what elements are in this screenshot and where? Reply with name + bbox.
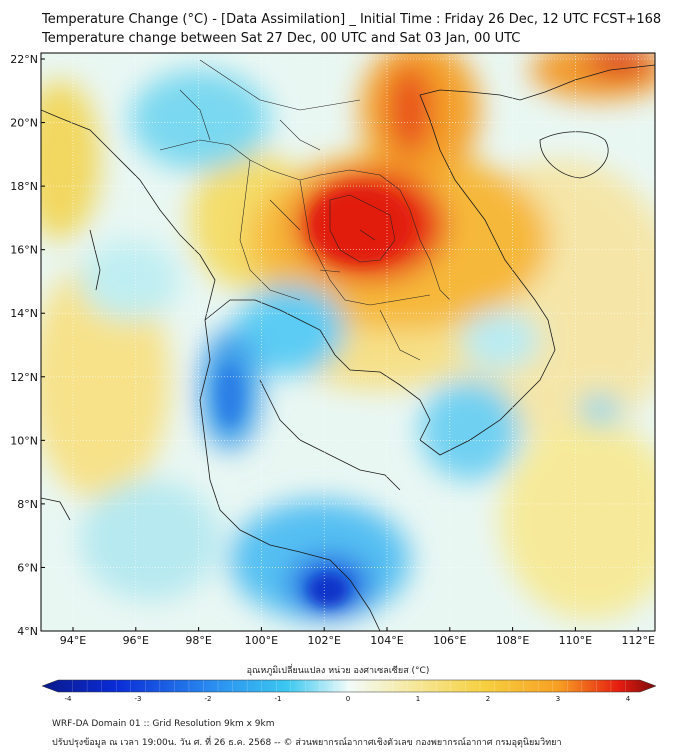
lat-tick-label: 18°N [10,180,38,193]
footer-model-info: WRF-DA Domain 01 :: Grid Resolution 9km … [52,719,275,729]
lon-tick-label: 112°E [621,634,654,647]
lon-tick-label: 100°E [245,634,278,647]
lat-tick-label: 22°N [10,53,38,66]
axis-labels: 22°N 20°N 18°N 16°N 14°N 12°N 10°N 8°N 6°N 4°N 94°… [10,53,655,647]
colorbar-tick-label: 3 [556,695,560,703]
colorbar-tick-label: 1 [416,695,420,703]
lat-tick-label: 8°N [17,498,38,511]
colorbar-title: อุณหภูมิเปลี่ยนแปลง หน่วย องศาเซลเซียส (… [246,666,430,676]
colorbar-tick-label: -2 [205,695,212,703]
colorbar-tick-label: -3 [135,695,142,703]
lon-tick-label: 110°E [559,634,592,647]
colorbar-tick-label: 2 [486,695,490,703]
lat-tick-label: 16°N [10,244,38,257]
lat-tick-label: 10°N [10,434,38,447]
footer-update-info: ปรับปรุงข้อมูล ณ เวลา 19:00น. วัน ศ. ที่… [52,738,562,748]
lon-tick-label: 104°E [370,634,403,647]
map-title: Temperature Change (°C) - [Data Assimila… [42,12,662,27]
lon-tick-label: 108°E [496,634,529,647]
colorbar-tick-label: -1 [275,695,282,703]
map-subtitle: Temperature change between Sat 27 Dec, 0… [42,31,521,46]
lon-tick-label: 98°E [185,634,211,647]
graticule [41,53,655,631]
borders [159,59,451,361]
colorbar: -4 -3 -2 -1 0 1 2 3 4 [41,679,657,703]
lon-tick-label: 106°E [433,634,466,647]
temperature-field [41,53,655,631]
lat-tick-label: 20°N [10,117,38,130]
lat-tick-label: 14°N [10,307,38,320]
colorbar-tick-label: 0 [346,695,350,703]
coastlines [41,64,655,631]
lon-tick-label: 102°E [307,634,340,647]
colorbar-tick-label: 4 [626,695,631,703]
lat-tick-label: 4°N [17,625,38,638]
lat-tick-label: 12°N [10,371,38,384]
plot-frame [40,52,656,632]
lon-tick-label: 94°E [60,634,86,647]
lon-tick-label: 96°E [123,634,149,647]
colorbar-tick-label: -4 [65,695,73,703]
lat-tick-label: 6°N [17,561,38,574]
